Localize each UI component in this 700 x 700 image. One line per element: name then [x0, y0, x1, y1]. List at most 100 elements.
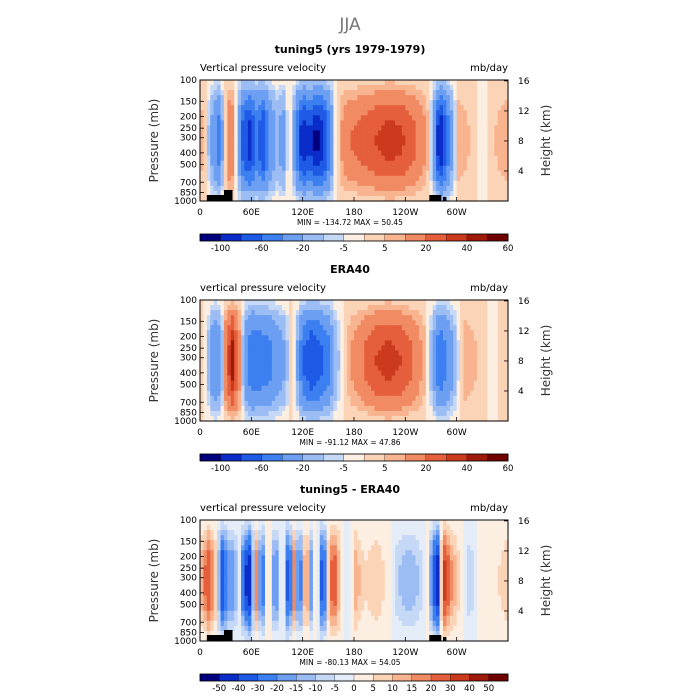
heatmap-cell — [306, 170, 311, 177]
heatmap-cell — [234, 540, 239, 546]
heatmap-cell — [234, 165, 239, 172]
heatmap-cell — [460, 135, 465, 142]
heatmap-cell — [203, 95, 208, 101]
heatmap-cell — [374, 300, 379, 306]
heatmap-cell — [230, 385, 235, 392]
heatmap-cell — [480, 145, 485, 152]
heatmap-cell — [463, 125, 468, 132]
heatmap-cell — [288, 310, 293, 316]
heatmap-cell — [436, 95, 441, 101]
heatmap-cell — [398, 140, 403, 147]
heatmap-cell — [384, 110, 389, 116]
heatmap-cell — [299, 185, 304, 192]
heatmap-cell — [316, 135, 321, 142]
heatmap-cell — [319, 310, 324, 316]
heatmap-cell — [388, 325, 393, 331]
heatmap-cell — [254, 615, 259, 622]
heatmap-cell — [258, 635, 263, 642]
heatmap-cell — [261, 350, 266, 357]
heatmap-cell — [446, 305, 451, 311]
heatmap-cell — [254, 595, 259, 602]
heatmap-cell — [265, 570, 270, 577]
heatmap-cell — [210, 355, 215, 362]
heatmap-cell — [309, 310, 314, 316]
heatmap-cell — [312, 390, 317, 397]
heatmap-cell — [268, 525, 273, 531]
heatmap-cell — [463, 190, 468, 197]
heatmap-cell — [456, 355, 461, 362]
heatmap-cell — [391, 325, 396, 331]
heatmap-cell — [449, 90, 454, 96]
colorbar-swatch — [220, 233, 242, 242]
heatmap-cell — [210, 345, 215, 352]
heatmap-cell — [429, 100, 434, 106]
heatmap-cell — [234, 585, 239, 592]
heatmap-cell — [244, 335, 249, 341]
heatmap-cell — [319, 100, 324, 106]
heatmap-cell — [487, 300, 492, 306]
heatmap-cell — [258, 565, 263, 572]
heatmap-cell — [343, 165, 348, 172]
heatmap-cell — [384, 395, 389, 402]
heatmap-cell — [357, 160, 362, 167]
heatmap-cell — [340, 175, 345, 182]
colorbar-swatch — [302, 233, 324, 242]
heatmap-cell — [419, 395, 424, 402]
heatmap-cell — [398, 410, 403, 417]
heatmap-cell — [395, 140, 400, 147]
heatmap-cell — [275, 415, 280, 422]
heatmap-cell — [326, 105, 331, 111]
heatmap-cell — [247, 330, 252, 336]
heatmap-cell — [200, 530, 205, 536]
heatmap-cell — [408, 350, 413, 357]
heatmap-cell — [223, 365, 228, 372]
heatmap-cell — [340, 300, 345, 306]
heatmap-cell — [278, 85, 283, 91]
heatmap-cell — [234, 140, 239, 147]
heatmap-cell — [268, 625, 273, 632]
heatmap-cell — [343, 395, 348, 402]
heatmap-cell — [398, 355, 403, 362]
heatmap-cell — [230, 310, 235, 316]
heatmap-cell — [470, 155, 475, 162]
heatmap-cell — [254, 355, 259, 362]
heatmap-cell — [442, 380, 447, 387]
heatmap-cell — [258, 315, 263, 321]
heatmap-cell — [217, 585, 222, 592]
heatmap-cell — [285, 315, 290, 321]
heatmap-cell — [241, 80, 246, 86]
heatmap-cell — [206, 375, 211, 382]
heatmap-cell — [377, 345, 382, 352]
heatmap-cell — [285, 335, 290, 341]
heatmap-cell — [333, 400, 338, 407]
heatmap-cell — [347, 185, 352, 192]
left-string: vertical pressure velocity — [200, 283, 326, 294]
heatmap-cell — [292, 340, 297, 346]
heatmap-cell — [254, 90, 259, 96]
heatmap-cell — [487, 305, 492, 311]
heatmap-cell — [223, 110, 228, 116]
x-tick-label: 120W — [392, 208, 418, 218]
heatmap-cell — [501, 170, 506, 177]
heatmap-cell — [330, 80, 335, 86]
heatmap-cell — [453, 340, 458, 346]
heatmap-cell — [326, 335, 331, 341]
heatmap-cell — [254, 365, 259, 372]
heatmap-cell — [275, 345, 280, 352]
heatmap-cell — [271, 120, 276, 126]
heatmap-cell — [285, 320, 290, 326]
heatmap-cell — [446, 130, 451, 137]
heatmap-cell — [200, 555, 205, 561]
heatmap-cell — [395, 360, 400, 367]
heatmap-cell — [371, 305, 376, 311]
heatmap-cell — [412, 145, 417, 152]
colorbar-label: 5 — [382, 244, 387, 254]
heatmap-cell — [254, 540, 259, 546]
heatmap-cell — [354, 175, 359, 182]
heatmap-cell — [398, 185, 403, 192]
heatmap-cell — [442, 375, 447, 382]
heatmap-cell — [244, 170, 249, 177]
heatmap-cell — [203, 520, 208, 526]
heatmap-cell — [463, 105, 468, 111]
heatmap-cell — [391, 190, 396, 197]
